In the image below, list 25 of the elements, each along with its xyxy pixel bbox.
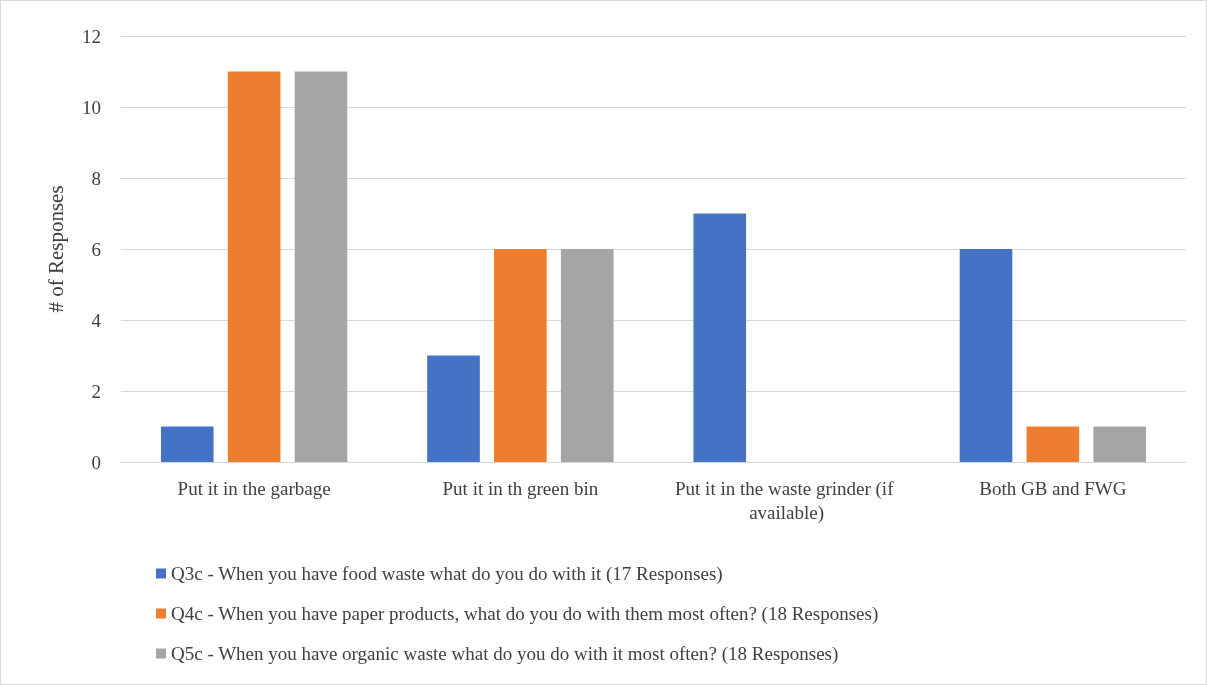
x-tick-label: Both GB and FWG (979, 477, 1127, 499)
bar (693, 213, 747, 462)
bar (560, 249, 614, 462)
bar (427, 355, 480, 462)
legend-label: Q4c - When you have paper products, what do you do with them most often? (18 Responses) (171, 603, 879, 625)
y-tick-label: 10 (82, 96, 101, 118)
y-tick-label: 8 (91, 167, 101, 189)
bar (227, 71, 281, 462)
y-tick-label: 0 (91, 451, 101, 473)
y-tick-label: 2 (91, 380, 101, 402)
x-tick-label: Put it in th green bin (442, 477, 599, 499)
y-tick-label: 4 (91, 309, 102, 331)
bar (959, 249, 1013, 462)
x-tick-label: Put it in the garbage (177, 477, 331, 499)
bar (1026, 426, 1080, 462)
y-axis-title: # of Responses (43, 185, 68, 313)
x-tick-label: Put it in the waste grinder (if available) (675, 477, 899, 524)
bar (494, 249, 547, 462)
y-tick-label: 12 (82, 25, 101, 47)
legend-label: Q3c - When you have food waste what do you do with it (17 Responses) (171, 563, 723, 585)
y-tick-label: 6 (91, 238, 101, 260)
bar (294, 71, 348, 462)
bar (160, 426, 214, 462)
legend-label: Q5c - When you have organic waste what do you do with it most often? (18 Responses) (171, 643, 839, 665)
bar (1093, 426, 1147, 462)
